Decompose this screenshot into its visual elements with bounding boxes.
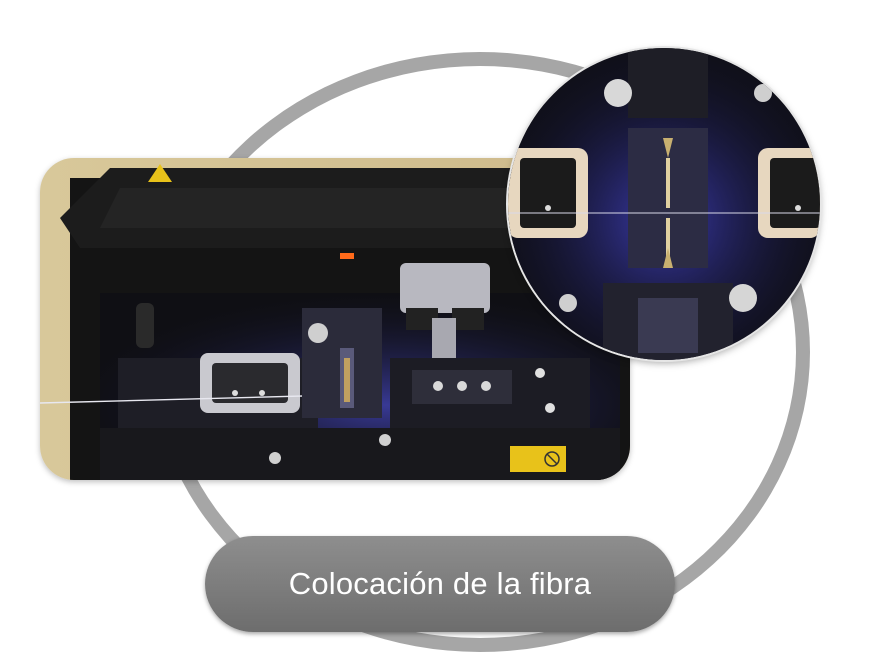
fusion-splicer-photo xyxy=(40,158,630,480)
fusion-splicer-illustration xyxy=(40,158,630,480)
right-fiber-clamp-raised xyxy=(400,263,490,313)
alignment-closeup-illustration xyxy=(508,48,820,360)
caption-text: Colocación de la fibra xyxy=(288,566,592,601)
warning-triangle-icon xyxy=(148,164,172,182)
indicator-light xyxy=(340,253,354,259)
alignment-closeup-photo xyxy=(508,48,820,360)
warning-label xyxy=(510,446,566,472)
fiber-end-right xyxy=(666,218,670,263)
fiber-end-left xyxy=(666,158,670,208)
optical-fiber xyxy=(40,394,341,404)
caption-pill: Colocación de la fibra xyxy=(205,536,675,632)
